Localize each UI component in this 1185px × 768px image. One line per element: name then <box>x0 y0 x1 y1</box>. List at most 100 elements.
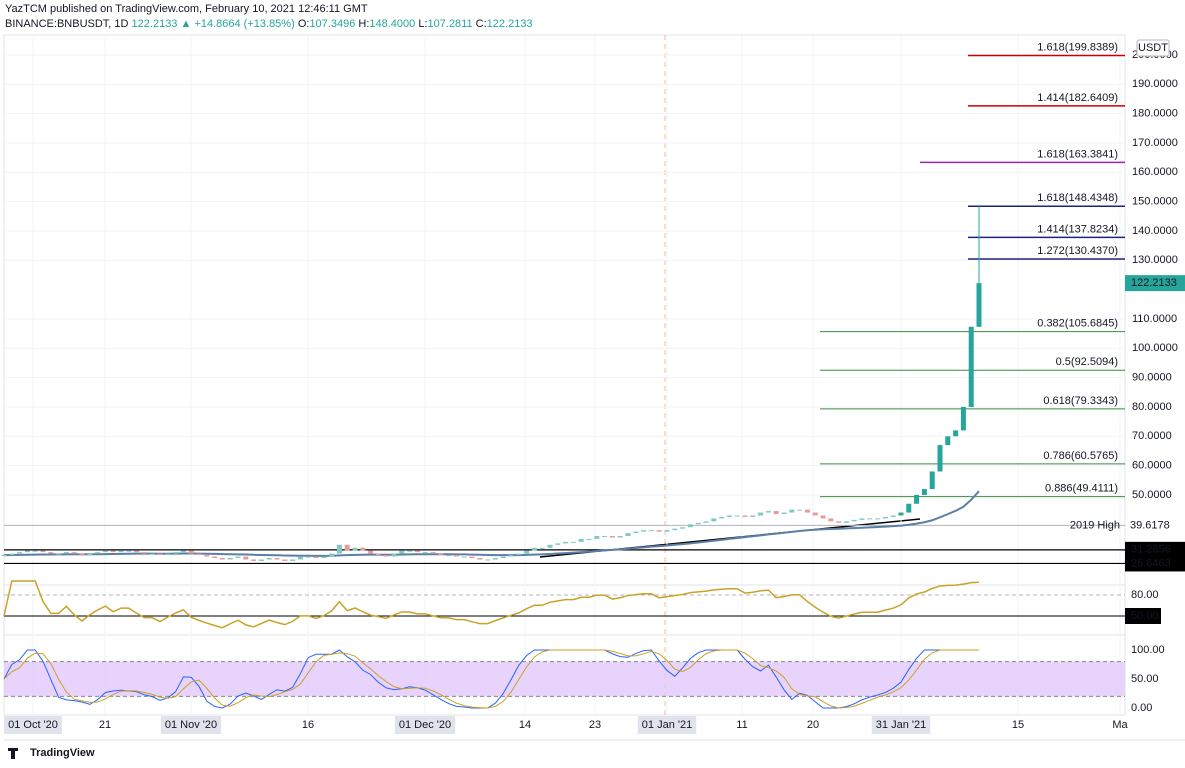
y-tick-label: 110.0000 <box>1132 313 1177 325</box>
logo <box>8 748 18 759</box>
candle <box>321 556 327 559</box>
candle <box>875 518 881 520</box>
candle <box>516 553 522 556</box>
last-price-label: 122.2133 <box>1131 277 1177 289</box>
rsi-tick-label: 80.00 <box>1131 589 1159 601</box>
stoch-tick-label: 100.00 <box>1131 644 1165 656</box>
candle <box>828 518 834 522</box>
candle <box>9 553 15 556</box>
level-value: 31.2856 <box>1131 544 1171 556</box>
fib-label: 0.5(92.5094) <box>1056 356 1118 368</box>
ohlc-value: 122.2133 <box>487 18 533 30</box>
candle <box>414 550 420 553</box>
candle <box>929 471 935 490</box>
ohlc-value: 107.3496 <box>309 18 355 30</box>
level-value: 39.6178 <box>1130 519 1170 531</box>
y-tick-label: 180.0000 <box>1132 108 1178 120</box>
candle <box>258 559 264 561</box>
change: ▲ +14.8664 (+13.85%) <box>181 18 295 30</box>
candle <box>765 511 771 513</box>
candle <box>882 516 888 519</box>
y-tick-label: 140.0000 <box>1132 225 1178 237</box>
candle <box>290 559 296 561</box>
candle <box>492 558 498 560</box>
candle <box>180 550 186 553</box>
y-tick-label: 60.0000 <box>1132 460 1172 472</box>
candle <box>820 515 826 519</box>
candle <box>687 524 693 528</box>
stoch-band <box>4 661 1125 697</box>
candle <box>360 547 366 551</box>
candle <box>859 518 865 520</box>
candle <box>329 553 335 557</box>
candle <box>266 558 272 560</box>
candle <box>305 556 311 558</box>
candle <box>851 519 857 522</box>
fib-label: 1.414(137.8234) <box>1037 223 1118 235</box>
candle <box>867 518 873 520</box>
candle <box>352 547 358 551</box>
candle <box>500 556 506 559</box>
rsi-tick-label: 50.00 <box>1131 610 1159 622</box>
candle <box>383 555 389 557</box>
candle <box>430 552 436 554</box>
candle <box>594 536 600 539</box>
y-tick-label: 130.0000 <box>1132 254 1178 266</box>
y-tick-label: 90.0000 <box>1132 372 1172 384</box>
candle <box>243 556 249 560</box>
x-label-bg <box>160 716 222 734</box>
ohlc-name: C: <box>476 18 487 30</box>
stoch-tick-label: 50.00 <box>1131 673 1159 685</box>
candle <box>937 445 943 472</box>
candle <box>63 552 69 554</box>
candle <box>126 550 132 552</box>
candle <box>625 533 631 537</box>
x-tick-label: 01 Oct '20 <box>8 719 58 731</box>
symbol-line: BINANCE:BNBUSDT, 1D 122.2133 ▲ +14.8664 … <box>5 18 533 30</box>
candle <box>219 558 225 560</box>
ohlc-name: L: <box>418 18 427 30</box>
candle <box>212 556 218 559</box>
symbol: BINANCE:BNBUSDT, 1D <box>5 18 129 30</box>
candle <box>609 536 615 538</box>
candle <box>17 552 23 554</box>
candle <box>664 530 670 532</box>
candle <box>578 538 584 542</box>
candle <box>344 544 350 551</box>
candle <box>976 283 982 327</box>
y-tick-label: 170.0000 <box>1132 137 1178 149</box>
candle <box>695 522 701 525</box>
currency-label: USDT <box>1138 42 1168 54</box>
candle <box>680 527 686 529</box>
footer-brand: TradingView <box>30 747 95 759</box>
x-label-bg <box>871 716 931 734</box>
candle <box>446 555 452 557</box>
candle <box>617 536 623 538</box>
candle <box>173 552 179 554</box>
x-tick-label: 11 <box>736 719 747 731</box>
fib-label: 1.618(148.4348) <box>1037 192 1118 204</box>
candle <box>102 550 108 553</box>
y-tick-label: 100.0000 <box>1132 342 1178 354</box>
candle <box>453 555 459 557</box>
candle <box>48 552 54 554</box>
candle <box>141 552 147 554</box>
candle <box>773 511 779 515</box>
y-tick-label: 70.0000 <box>1132 430 1172 442</box>
candle <box>586 538 592 540</box>
x-tick-label: 01 Dec '20 <box>399 719 451 731</box>
candle <box>836 521 842 523</box>
candle <box>563 541 569 544</box>
candle <box>797 509 803 511</box>
candle <box>953 430 959 437</box>
candle <box>95 552 101 554</box>
fib-label: 0.786(60.5765) <box>1043 450 1118 462</box>
author-line: YazTCM published on TradingView.com, Feb… <box>5 3 368 15</box>
fib-label: 1.272(130.4370) <box>1037 245 1118 257</box>
candle <box>134 550 140 553</box>
candle <box>438 553 444 556</box>
candle <box>890 515 896 517</box>
candle <box>750 515 756 517</box>
